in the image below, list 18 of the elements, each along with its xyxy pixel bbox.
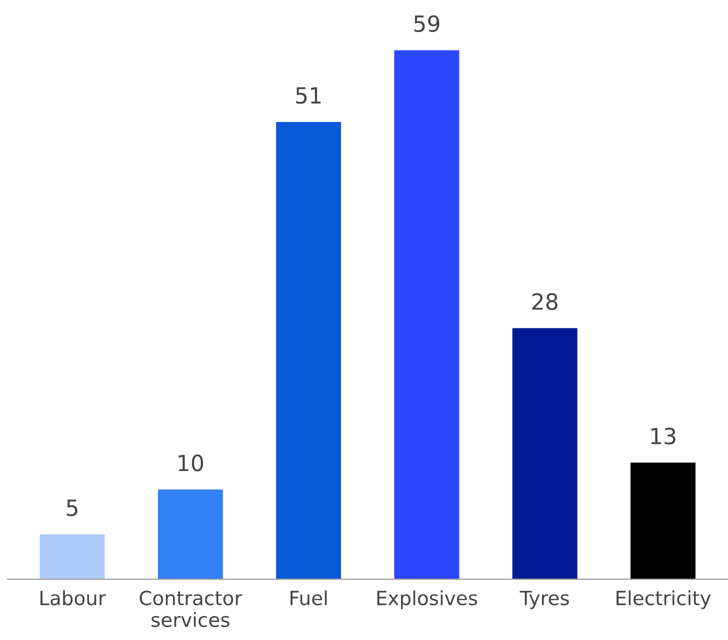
x-tick-label: Explosives	[377, 590, 478, 610]
x-tick-label: Fuel	[290, 590, 327, 606]
bar	[276, 122, 342, 580]
data-label: 10	[178, 454, 204, 472]
data-label: 51	[296, 87, 321, 104]
data-label: 28	[532, 293, 558, 310]
data-label: 13	[651, 428, 676, 444]
x-tick-label: Contractor services	[140, 590, 242, 628]
x-tick-label: Electricity	[616, 590, 711, 610]
data-label: 59	[414, 15, 440, 32]
x-tick-label: Labour	[40, 590, 106, 606]
bar	[512, 328, 578, 580]
data-label: 5	[66, 500, 78, 516]
bar	[394, 50, 460, 580]
bar	[40, 534, 105, 580]
bar	[630, 462, 696, 580]
x-tick-label: Tyres	[520, 590, 569, 610]
bar	[158, 490, 223, 580]
